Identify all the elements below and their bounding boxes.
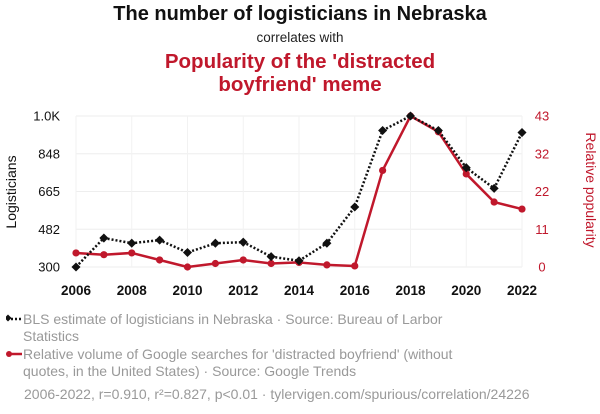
data-point-logisticians <box>238 237 248 247</box>
data-point-logisticians <box>378 125 388 136</box>
footer-source: 2006-2022, r=0.910, r²=0.827, p<0.01 · t… <box>24 386 530 402</box>
data-point-meme <box>239 256 247 264</box>
data-point-logisticians <box>155 235 165 245</box>
right-tick-label: 0 <box>538 260 545 275</box>
legend-swatch-solid <box>6 351 22 357</box>
left-tick-label: 300 <box>38 260 60 275</box>
right-axis-ticks: 0 11 22 32 43 <box>535 109 549 275</box>
data-point-meme <box>379 166 387 175</box>
data-point-logisticians <box>210 238 220 248</box>
data-point-meme <box>211 259 219 268</box>
legend-swatch-dotted <box>6 314 22 322</box>
right-tick-label: 32 <box>535 146 549 161</box>
data-point-meme <box>351 262 359 270</box>
data-point-meme <box>323 261 331 269</box>
chart-title-secondary: Popularity of the 'distracted boyfriend'… <box>0 50 600 96</box>
data-point-meme <box>156 256 164 264</box>
data-point-logisticians <box>517 128 527 138</box>
data-point-meme <box>490 198 498 206</box>
right-tick-label: 11 <box>535 222 549 237</box>
data-point-logisticians <box>350 202 360 212</box>
x-tick-label: 2018 <box>395 283 426 298</box>
chart-title-secondary-line2: boyfriend' meme <box>218 73 382 96</box>
left-axis-label: Logisticians <box>3 155 19 228</box>
legend-label-meme: Relative volume of Google searches for '… <box>23 346 453 379</box>
right-tick-label: 22 <box>535 184 549 199</box>
data-point-meme <box>183 263 192 271</box>
x-tick-label: 2012 <box>228 283 258 298</box>
chart-title-secondary-line1: Popularity of the 'distracted <box>164 50 436 73</box>
left-tick-label: 848 <box>38 146 60 161</box>
data-point-meme <box>267 259 275 268</box>
data-point-logisticians <box>266 252 276 262</box>
x-tick-label: 2016 <box>340 283 371 298</box>
data-point-logisticians <box>99 233 109 243</box>
chart-title: The number of logisticians in Nebraska <box>113 3 487 25</box>
data-point-meme <box>100 251 108 259</box>
data-point-logisticians <box>182 247 193 258</box>
left-tick-label: 482 <box>38 222 60 237</box>
legend-label-logisticians: BLS estimate of logisticians in Nebraska… <box>23 311 443 344</box>
right-axis-label: Relative popularity <box>583 132 599 247</box>
x-tick-label: 2020 <box>451 283 481 298</box>
grid-lines <box>75 115 523 268</box>
data-point-logisticians <box>433 125 443 136</box>
data-point-logisticians <box>405 111 416 121</box>
data-point-meme <box>72 249 80 257</box>
x-tick-label: 2022 <box>507 283 537 298</box>
data-point-meme <box>128 249 136 257</box>
x-tick-label: 2010 <box>172 283 202 298</box>
data-point-meme <box>518 205 526 213</box>
x-axis-ticks: 2006 2008 2010 2012 2014 2016 2018 2020 2022 <box>61 283 537 298</box>
x-tick-label: 2006 <box>61 283 92 298</box>
x-tick-label: 2008 <box>117 283 148 298</box>
data-point-meme <box>462 170 470 178</box>
x-tick-label: 2014 <box>284 283 315 298</box>
connector-text: correlates with <box>256 30 344 45</box>
right-tick-label: 43 <box>535 109 549 124</box>
data-point-logisticians <box>127 238 137 248</box>
left-axis-ticks: 300 482 665 848 1.0K <box>33 109 60 275</box>
left-tick-label: 1.0K <box>33 109 60 124</box>
left-tick-label: 665 <box>38 184 60 199</box>
